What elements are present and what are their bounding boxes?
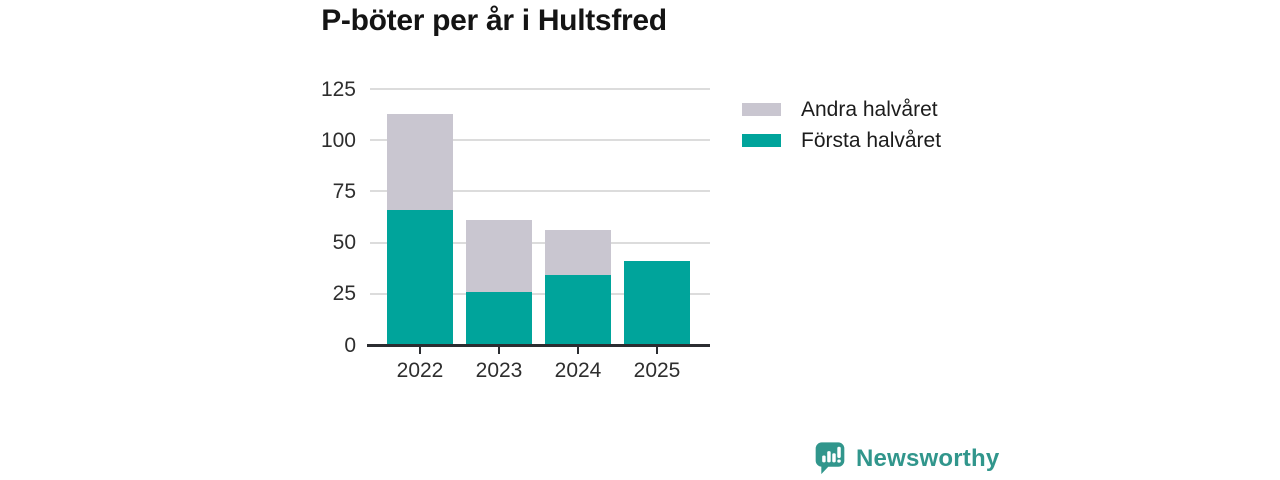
x-axis-tick-2025 (656, 347, 658, 354)
x-axis-tick-2023 (498, 347, 500, 354)
gridline-75 (370, 190, 710, 193)
y-tick-label-125: 125 (320, 77, 356, 101)
x-tick-label-2022: 2022 (396, 359, 444, 382)
legend-item-andra-halvåret: Andra halvåret (742, 97, 941, 121)
chart-title: P-böter per år i Hultsfred (321, 4, 667, 37)
x-axis-tick-2022 (419, 347, 421, 354)
bar-2024-första-halvåret (545, 275, 611, 345)
brand-logo: Newsworthy (815, 442, 999, 475)
x-axis-line (367, 344, 710, 347)
gridline-25 (370, 292, 710, 295)
gridline-125 (370, 88, 710, 90)
legend-item-första-halvåret: Första halvåret (742, 128, 942, 152)
newsworthy-bubble-chart-icon (815, 442, 845, 475)
y-tick-label-0: 0 (344, 333, 356, 357)
gridline-50 (370, 241, 710, 244)
y-tick-label-25: 25 (332, 282, 356, 306)
x-tick-label-2025: 2025 (633, 359, 681, 382)
legend-label: Andra halvåret (801, 97, 938, 121)
x-tick-label-2024: 2024 (554, 359, 602, 382)
y-tick-label-100: 100 (320, 128, 356, 152)
x-tick-label-2023: 2023 (475, 359, 523, 382)
bar-2024-andra-halvåret (545, 230, 611, 276)
brand-name: Newsworthy (856, 444, 1000, 472)
legend-swatch (742, 134, 781, 147)
bar-2023-andra-halvåret (466, 220, 532, 292)
gridline-100 (370, 139, 710, 142)
chart-legend: Andra halvåret Första halvåret (742, 97, 942, 161)
legend-swatch (742, 103, 781, 116)
x-axis-tick-2024 (577, 347, 579, 354)
bar-2022-andra-halvåret (387, 113, 453, 210)
legend-label: Första halvåret (801, 128, 942, 152)
bar-2023-första-halvåret (466, 291, 532, 345)
y-tick-label-50: 50 (332, 231, 356, 255)
bar-2025-första-halvåret (624, 261, 690, 345)
bar-2022-första-halvåret (387, 209, 453, 345)
y-tick-label-75: 75 (332, 179, 356, 203)
